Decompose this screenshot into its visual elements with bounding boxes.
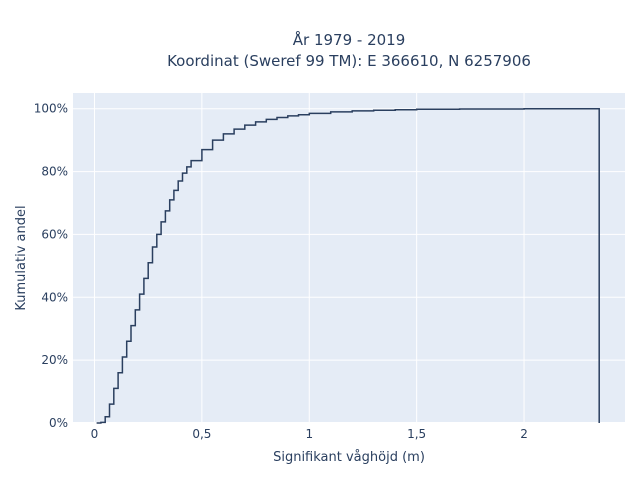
y-axis-title: Kumulativ andel <box>14 205 29 310</box>
y-tick-label: 60% <box>41 227 68 241</box>
y-tick-label: 0% <box>49 416 68 430</box>
y-tick-label: 20% <box>41 353 68 367</box>
y-tick-label: 80% <box>41 165 68 179</box>
x-tick-label: 2 <box>520 427 528 441</box>
x-tick-label: 1 <box>305 427 313 441</box>
x-axis-ticks: 0 0,5 1 1,5 2 <box>91 427 528 441</box>
plot-area <box>73 93 625 423</box>
y-tick-label: 100% <box>34 102 68 116</box>
data-series <box>96 107 600 424</box>
y-axis-ticks: 0% 20% 40% 60% 80% 100% <box>34 102 68 430</box>
cdf-step-line <box>96 107 600 424</box>
y-tick-label: 40% <box>41 290 68 304</box>
chart-title-line-1: År 1979 - 2019 <box>293 30 406 49</box>
x-tick-label: 1,5 <box>407 427 426 441</box>
grid-lines <box>73 93 625 424</box>
x-tick-label: 0 <box>91 427 99 441</box>
x-tick-label: 0,5 <box>192 427 211 441</box>
chart-title-line-2: Koordinat (Sweref 99 TM): E 366610, N 62… <box>167 52 531 70</box>
x-axis-title: Signifikant våghöjd (m) <box>273 450 425 465</box>
